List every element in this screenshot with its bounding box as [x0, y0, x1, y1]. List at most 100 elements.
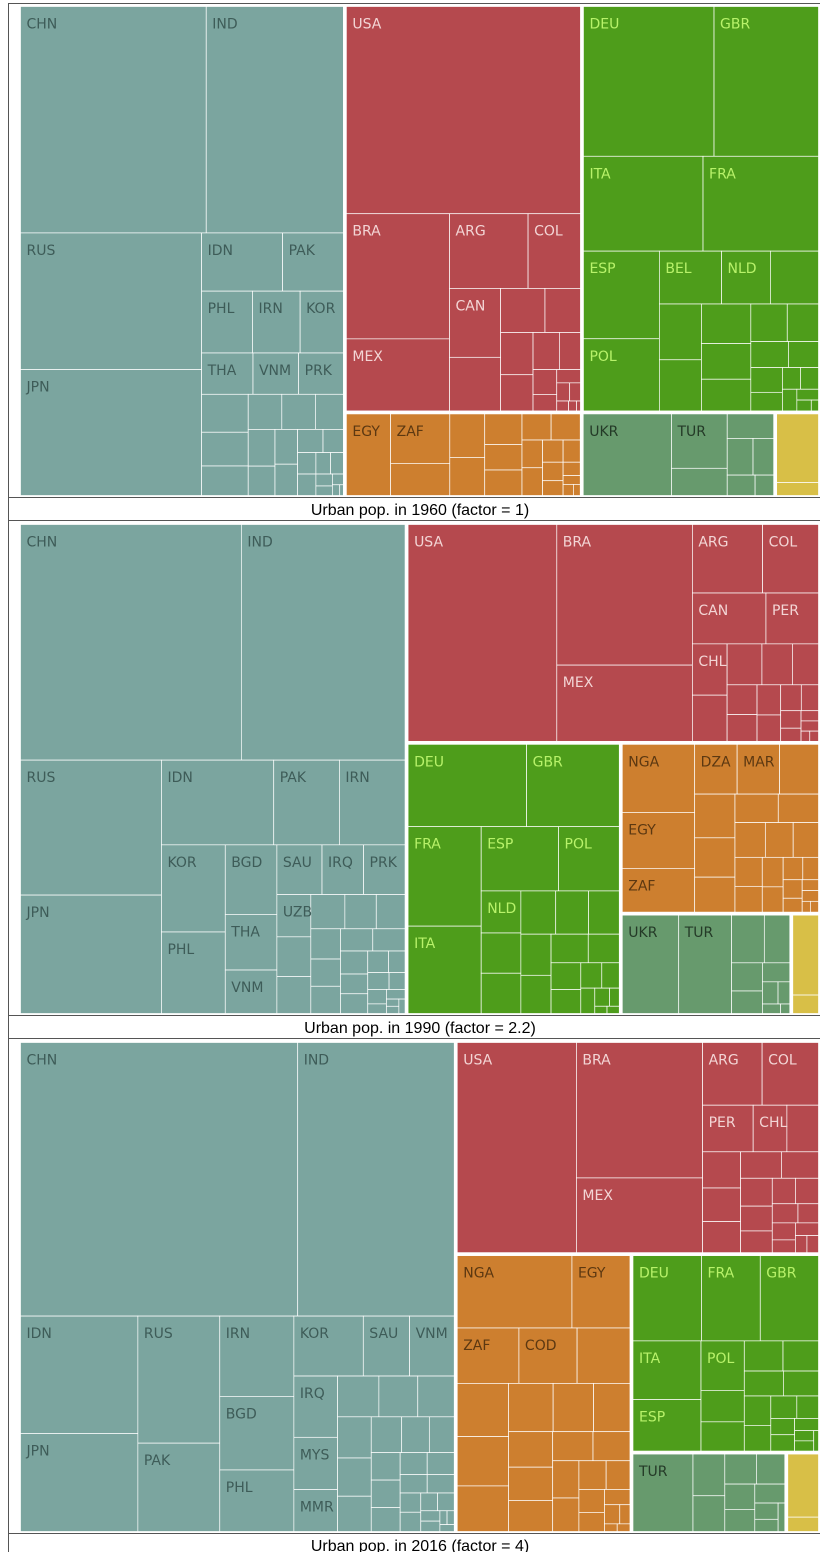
treemap-cell [556, 524, 693, 666]
treemap-cell [734, 822, 766, 858]
treemap-cell [390, 413, 451, 464]
treemap-cell [520, 890, 557, 935]
treemap-cell [521, 467, 543, 496]
cell-label: ITA [639, 1351, 661, 1367]
treemap-cell [796, 1395, 819, 1419]
treemap-cell [782, 1370, 819, 1397]
cell-label: NGA [628, 754, 659, 770]
cell-label: GBR [533, 754, 563, 770]
treemap-cell [532, 369, 558, 395]
treemap-cell [20, 232, 202, 370]
treemap-cell [372, 928, 406, 952]
treemap-cell [407, 826, 482, 927]
treemap-cell [224, 969, 278, 1014]
treemap-cell [762, 962, 791, 983]
treemap-cell [297, 429, 324, 453]
cell-label: MEX [582, 1188, 613, 1204]
treemap-cell [562, 461, 581, 476]
treemap-cell [201, 232, 283, 292]
treemap-cell [276, 976, 312, 1014]
cell-label: JPN [26, 1444, 50, 1460]
treemap-cell [252, 290, 301, 354]
treemap-cell [702, 1151, 741, 1189]
cell-label: DEU [639, 1266, 669, 1282]
cell-label: PHL [167, 942, 194, 958]
treemap-cell [771, 1239, 796, 1253]
treemap-cell [500, 374, 534, 412]
treemap-cell [550, 989, 582, 1014]
cell-label: IND [247, 535, 272, 551]
treemap-cell [702, 155, 819, 252]
treemap-cell [532, 394, 558, 412]
treemap-cell [762, 981, 779, 1005]
treemap-cell [281, 393, 316, 430]
panel-title: Urban pop. in 2016 (factor = 4) [311, 1538, 529, 1552]
cell-label: IRQ [300, 1386, 325, 1402]
treemap-cell [764, 822, 794, 858]
treemap-cell [297, 1042, 455, 1317]
treemap-cell [219, 1315, 295, 1397]
treemap-cell [480, 972, 522, 1014]
cell-label: BRA [582, 1053, 611, 1069]
cell-label: IRN [258, 301, 282, 317]
cell-label: NLD [728, 261, 757, 277]
treemap-cell [594, 987, 610, 1007]
cell-label: SAU [283, 855, 312, 871]
treemap-cell [315, 452, 331, 475]
cell-label: THA [230, 924, 260, 940]
cell-label: PAK [144, 1453, 171, 1469]
treemap-cell [786, 1104, 819, 1153]
treemap-cell [252, 352, 300, 395]
treemap-cell [743, 1425, 772, 1452]
treemap-cell [724, 1509, 756, 1532]
treemap-cell [762, 524, 819, 594]
treemap-cell [752, 1104, 788, 1153]
treemap-cell [593, 1383, 631, 1433]
cell-label: CHN [27, 17, 58, 33]
treemap-cell [754, 1518, 779, 1532]
treemap-cell [201, 352, 254, 395]
treemap-cell [20, 894, 162, 1014]
cell-label: ITA [589, 166, 611, 182]
cell-label: BGD [226, 1406, 257, 1422]
cell-label: ZAF [397, 424, 424, 440]
cell-label: BGD [231, 855, 262, 871]
cell-label: POL [707, 1351, 734, 1367]
treemap-cell [780, 710, 802, 729]
treemap-cell [583, 6, 715, 157]
treemap-cell [726, 438, 754, 476]
treemap-cell [632, 1399, 702, 1452]
treemap-cell [556, 664, 693, 742]
cell-label: JPN [26, 380, 50, 396]
treemap-cell [726, 643, 763, 686]
treemap-cell [542, 480, 564, 496]
treemap-cell [550, 933, 589, 964]
cell-label: CHN [27, 1053, 58, 1069]
cell-label: PER [709, 1115, 736, 1131]
treemap-cell [743, 1340, 784, 1372]
treemap-cell [752, 438, 775, 476]
cell-label: PRK [370, 855, 398, 871]
treemap-cell [386, 1005, 400, 1014]
treemap-cell [552, 1383, 594, 1433]
treemap-cell [761, 1042, 819, 1106]
treemap-cell [310, 928, 341, 960]
treemap-cell [20, 759, 162, 896]
treemap-cell [500, 288, 546, 333]
treemap-cell [771, 1203, 799, 1224]
treemap-cell [802, 856, 819, 881]
treemap-cell [315, 473, 333, 487]
treemap-cell [777, 793, 819, 823]
treemap-cell [480, 890, 522, 934]
treemap-cell [605, 1460, 631, 1490]
treemap-cell [782, 856, 804, 881]
treemap-cell [340, 993, 369, 1014]
treemap-cell [332, 473, 344, 486]
cell-label: BEL [665, 261, 691, 277]
cell-label: KOR [300, 1326, 329, 1342]
treemap-cell [781, 1151, 819, 1179]
treemap-cell [801, 900, 811, 913]
treemap-cell [247, 465, 276, 496]
treemap-cell [806, 1235, 819, 1253]
treemap-cell [201, 465, 249, 496]
